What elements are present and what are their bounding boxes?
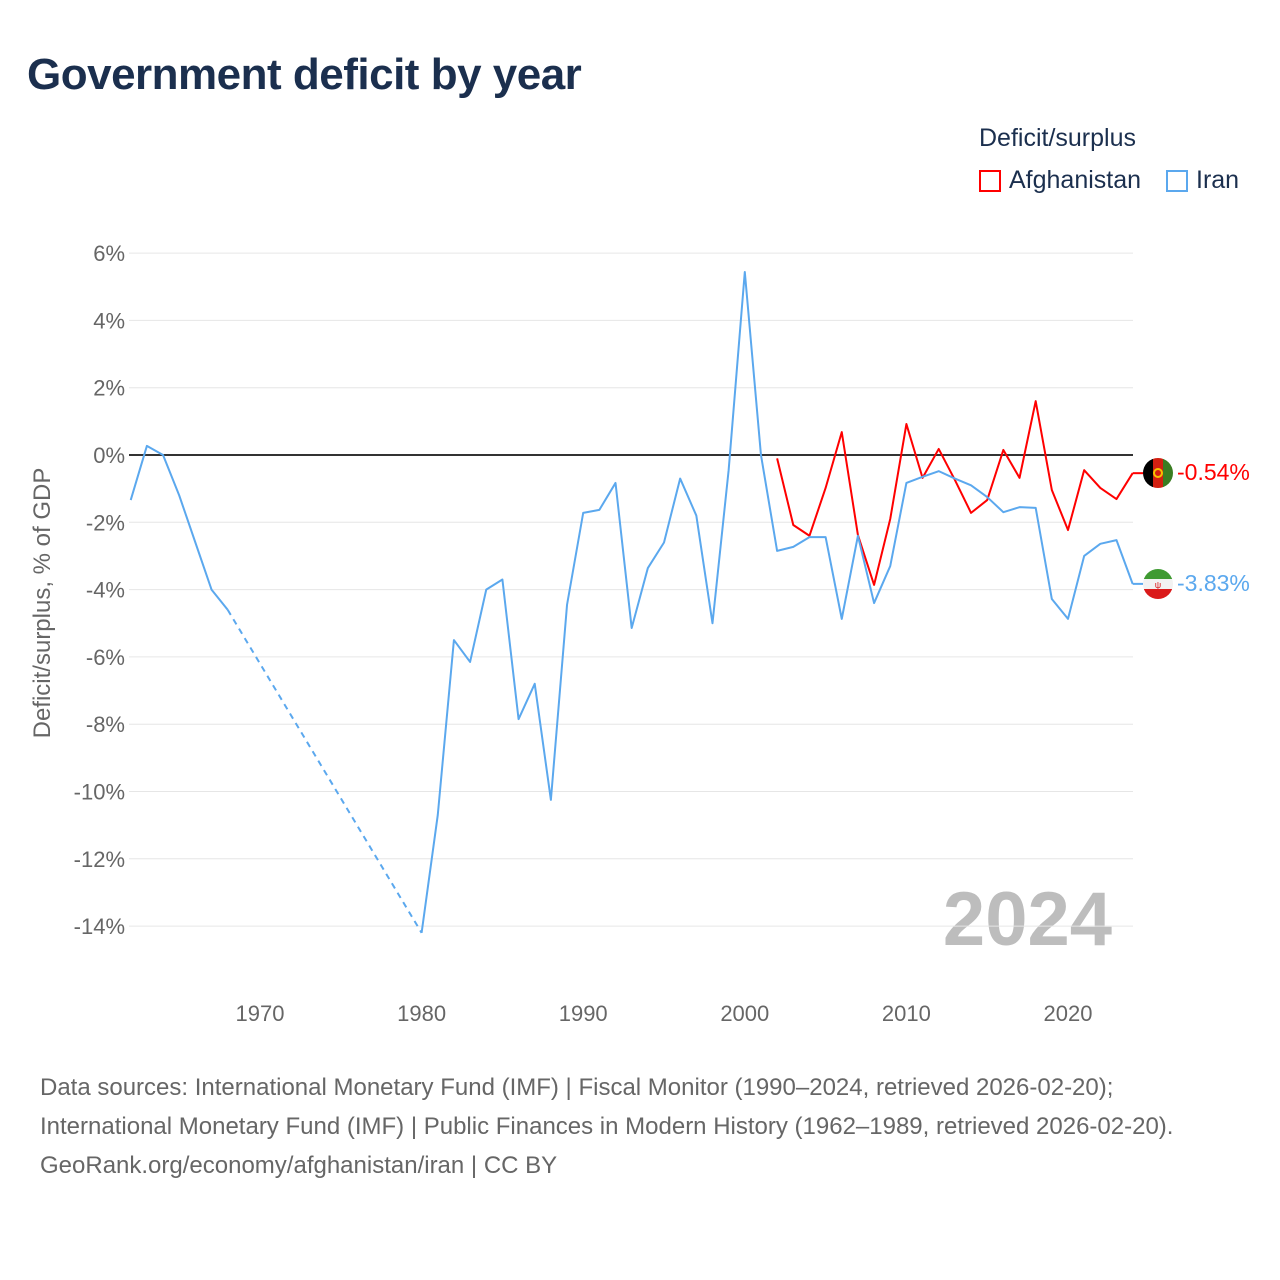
legend-title: Deficit/surplus [979, 124, 1136, 152]
svg-text:ψ: ψ [1155, 580, 1161, 590]
y-tick-label: -12% [74, 847, 125, 872]
series-iran-line [129, 444, 229, 611]
x-tick-label: 1980 [397, 1001, 446, 1026]
end-label-afghanistan: -0.54% [1177, 459, 1250, 485]
series-iran-line [420, 270, 1134, 933]
y-tick-label: -14% [74, 914, 125, 939]
x-tick-label: 2000 [720, 1001, 769, 1026]
legend-label: Iran [1196, 166, 1240, 194]
series-iran-gap-line [226, 609, 423, 934]
legend-label: Afghanistan [1009, 166, 1142, 194]
y-tick-label: 6% [93, 241, 125, 266]
end-label-iran: -3.83% [1177, 570, 1250, 596]
legend-item-afghanistan[interactable]: Afghanistan [979, 166, 1141, 195]
y-axis-label: Deficit/surplus, % of GDP [29, 468, 56, 739]
y-tick-label: -8% [86, 712, 125, 737]
y-tick-label: -4% [86, 578, 125, 603]
credit-link[interactable]: GeoRank.org/economy/afghanistan/iran | C… [40, 1152, 558, 1179]
flag-iran-icon: ψ [1143, 569, 1173, 599]
y-tick-label: 4% [93, 308, 125, 333]
year-watermark: 2024 [943, 877, 1112, 962]
x-tick-label: 2010 [882, 1001, 931, 1026]
legend-swatch [979, 169, 1001, 192]
x-tick-label: 1990 [559, 1001, 608, 1026]
x-tick-label: 2020 [1044, 1001, 1093, 1026]
y-tick-label: -2% [86, 510, 125, 535]
flag-afghanistan-icon [1143, 458, 1173, 488]
plot-area: 2024 6% 4% 2% 0% -2% -4% -6% -8% -10% -12% -14% 197… [29, 241, 1250, 1026]
footer: Data sources: International Monetary Fun… [40, 1068, 1240, 1185]
y-tick-label: -10% [74, 780, 125, 805]
y-tick-label: 2% [93, 376, 125, 401]
y-tick-label: -6% [86, 645, 125, 670]
y-tick-label: 0% [93, 443, 125, 468]
legend-item-iran[interactable]: Iran [1166, 166, 1239, 195]
data-sources: Data sources: International Monetary Fun… [40, 1074, 1174, 1140]
chart-title: Government deficit by year [27, 50, 582, 99]
series-afghanistan-line [776, 400, 1134, 586]
legend-swatch [1166, 169, 1188, 192]
x-tick-label: 1970 [236, 1001, 285, 1026]
